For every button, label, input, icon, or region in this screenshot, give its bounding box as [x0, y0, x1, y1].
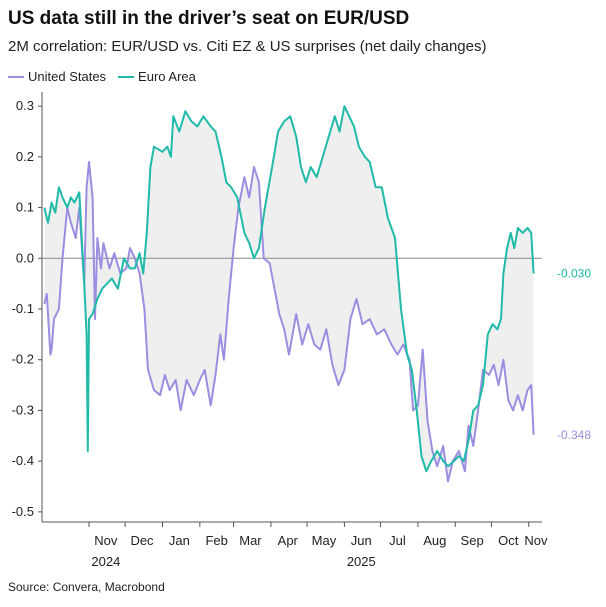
end-label-us: -0.348 — [557, 428, 591, 442]
gap-shading — [44, 106, 534, 482]
end-label-euro: -0.030 — [557, 267, 591, 281]
x-month-label: Nov — [94, 533, 118, 548]
x-month-label: May — [312, 533, 337, 548]
series-line-us — [43, 160, 535, 483]
x-month-label: Jan — [169, 533, 190, 548]
x-month-label: Dec — [130, 533, 154, 548]
legend-swatch-us — [8, 75, 24, 78]
y-tick-label: -0.1 — [12, 301, 34, 316]
legend-swatch-euro — [118, 75, 135, 78]
x-month-label: Sep — [461, 533, 484, 548]
y-tick-label: 0.1 — [16, 200, 34, 215]
x-month-label: Feb — [205, 533, 227, 548]
chart-legend: United States Euro Area — [8, 69, 196, 84]
x-month-label: Oct — [498, 533, 519, 548]
series-line-euro — [43, 105, 535, 473]
y-tick-label: 0.0 — [16, 250, 34, 265]
x-month-label: Apr — [278, 533, 299, 548]
legend-item-euro: Euro Area — [118, 69, 196, 84]
x-year-label: 2025 — [347, 554, 376, 569]
line-chart: 0.3 0.2 0.1 0.0 -0.1 -0.2 -0.3 -0.4 -0.5 Nov Dec Ja… — [12, 92, 591, 569]
x-year-label: 2024 — [91, 554, 120, 569]
x-month-label: Jun — [351, 533, 372, 548]
x-month-label: Nov — [524, 533, 548, 548]
x-month-label: Mar — [239, 533, 262, 548]
x-month-label: Aug — [423, 533, 446, 548]
legend-item-us: United States — [8, 69, 106, 84]
legend-label-us: United States — [28, 69, 107, 84]
legend-label-euro: Euro Area — [138, 69, 196, 84]
y-tick-label: -0.5 — [12, 504, 34, 519]
y-tick-label: -0.2 — [12, 352, 34, 367]
x-month-label: Jul — [389, 533, 406, 548]
y-tick-label: -0.4 — [12, 453, 34, 468]
y-tick-label: 0.3 — [16, 98, 34, 113]
chart-subtitle: 2M correlation: EUR/USD vs. Citi EZ & US… — [8, 38, 487, 55]
y-tick-label: -0.3 — [12, 402, 34, 417]
chart-title: US data still in the driver’s seat on EU… — [8, 8, 410, 29]
y-tick-label: 0.2 — [16, 149, 34, 164]
chart-source: Source: Convera, Macrobond — [8, 580, 165, 594]
